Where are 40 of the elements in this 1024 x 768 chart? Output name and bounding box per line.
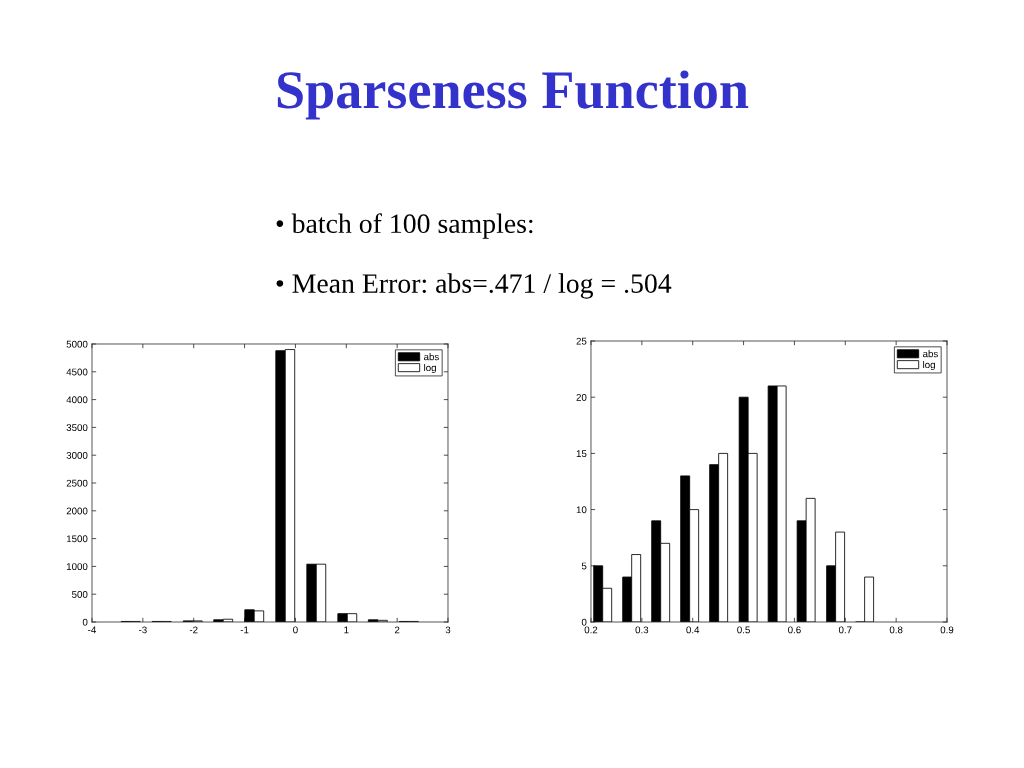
x-tick-label: -1 (240, 626, 249, 634)
x-tick-label: 0.9 (940, 626, 954, 634)
x-tick-label: 0.7 (838, 626, 852, 634)
y-tick-label: 4000 (66, 396, 88, 404)
x-tick-label: 0 (293, 626, 298, 634)
y-tick-label: 0 (82, 618, 88, 626)
y-tick-label: 2000 (66, 507, 88, 515)
legend-label: log (923, 360, 935, 371)
x-tick-label: 3 (445, 626, 451, 634)
x-tick-label: 0.6 (788, 626, 801, 634)
y-tick-label: 3500 (66, 424, 88, 432)
legend-label: abs (922, 350, 938, 358)
text: • Mean Error: abs=.471 / log = .504 (276, 273, 672, 299)
x-tick-label: 0.8 (889, 626, 903, 634)
y-tick-label: 5 (581, 562, 587, 570)
x-tick-label: -4 (88, 626, 97, 634)
y-tick-label: 4500 (66, 368, 88, 376)
y-tick-label: 10 (576, 506, 587, 514)
x-tick-label: -3 (138, 626, 147, 634)
x-tick-label: 0.2 (584, 626, 598, 634)
x-tick-label: 2 (394, 626, 400, 634)
x-tick-label: 0.3 (635, 626, 649, 634)
legend-label: abs (423, 353, 439, 361)
x-tick-label: -2 (189, 626, 198, 634)
y-tick-label: 1500 (66, 535, 88, 543)
y-tick-label: 1000 (66, 563, 88, 571)
text: • batch of 100 samples: (276, 213, 533, 239)
y-tick-label: 20 (576, 393, 587, 401)
y-tick-label: 2500 (66, 479, 88, 487)
x-tick-label: 1 (344, 626, 349, 634)
y-tick-label: 15 (576, 450, 587, 458)
y-tick-label: 25 (576, 337, 587, 345)
y-tick-label: 3000 (66, 451, 88, 459)
x-tick-label: 0.5 (737, 626, 750, 634)
x-tick-label: 0.4 (686, 626, 700, 634)
legend-label: log (424, 363, 436, 374)
y-tick-label: 0 (581, 618, 587, 626)
y-tick-label: 5000 (66, 340, 88, 348)
y-tick-label: 500 (72, 590, 88, 598)
text: Sparseness Function (277, 70, 749, 120)
